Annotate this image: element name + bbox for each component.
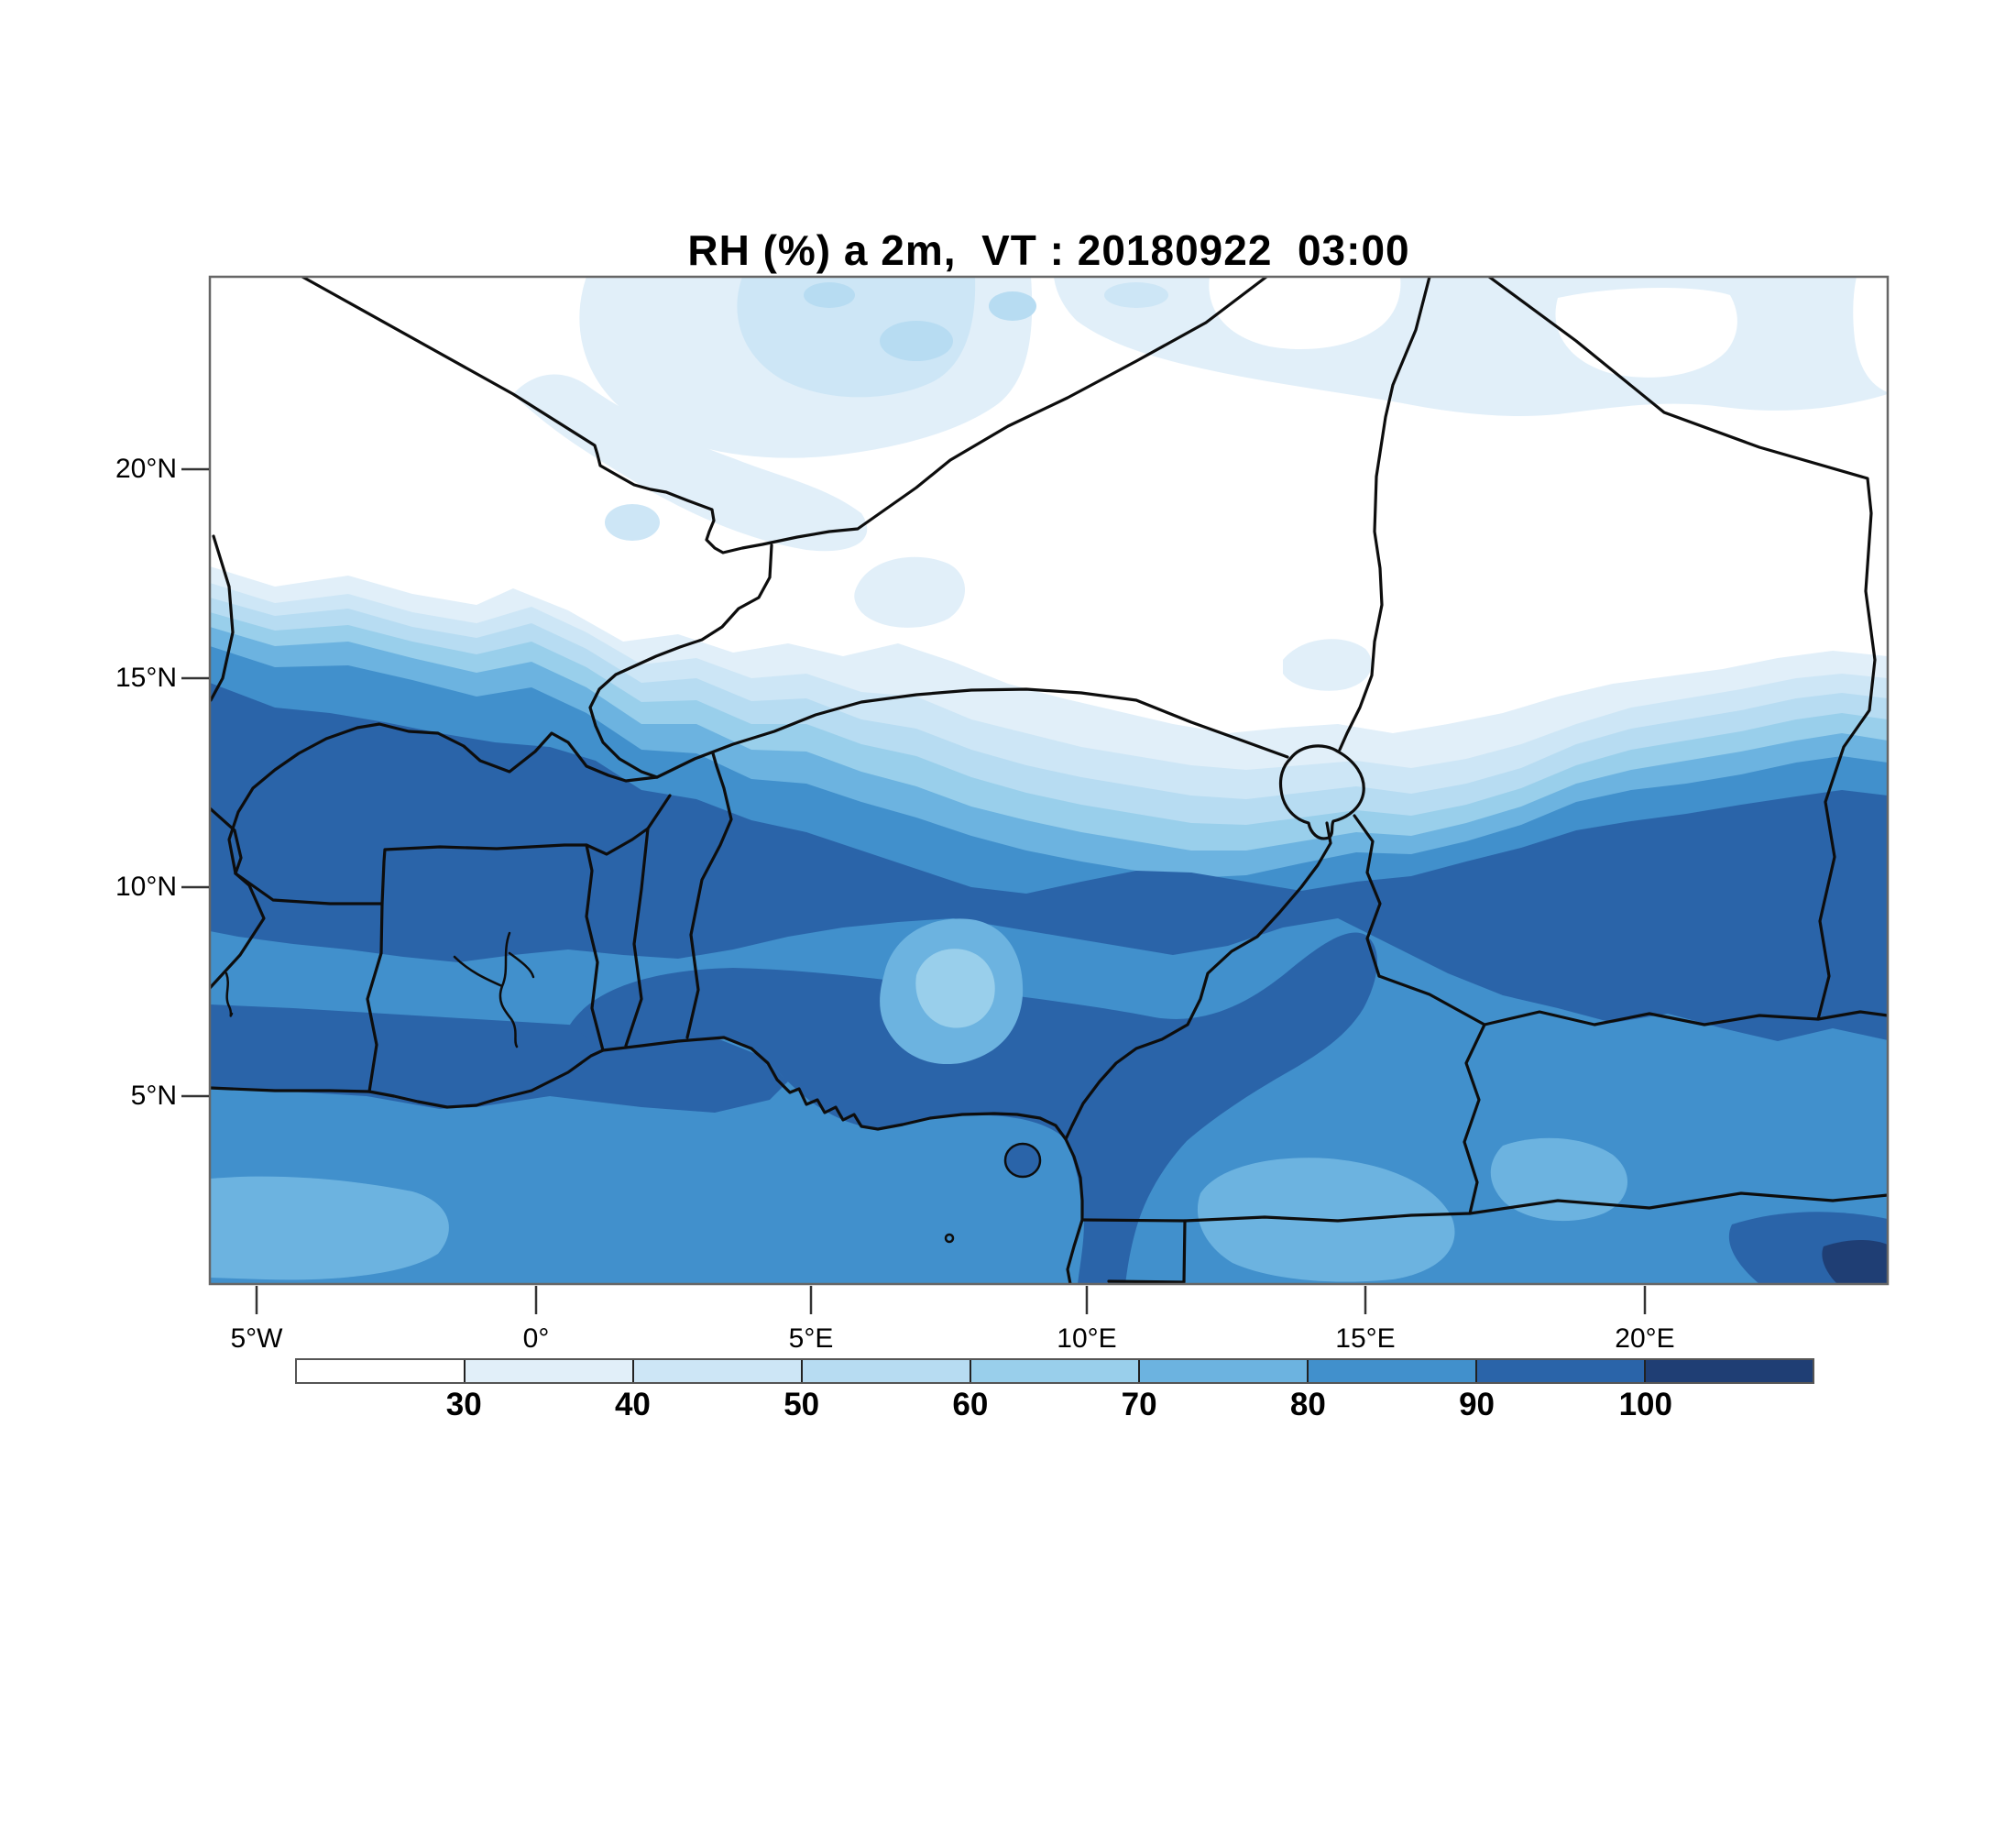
border-mauritania-mali xyxy=(210,534,235,702)
lake-volta xyxy=(453,931,535,1048)
contour-band-100-corner xyxy=(1822,1240,1888,1284)
border-chad-car xyxy=(1377,974,1888,1026)
border-nigeria-cameroon xyxy=(1064,821,1332,1141)
white-hole-2 xyxy=(1555,288,1737,378)
border-benin-nigeria xyxy=(685,752,733,1039)
colorbar-tick-label: 60 xyxy=(952,1387,989,1422)
border-south-horizontal xyxy=(1183,1191,1888,1223)
colorbar xyxy=(295,1358,1814,1384)
colorbar-tick-label: 70 xyxy=(1121,1387,1157,1422)
north-pale-patches xyxy=(513,277,1888,691)
colorbar-tick-label: 100 xyxy=(1618,1387,1672,1422)
lakes-islands xyxy=(225,931,1042,1244)
x-tick-label: 15°E xyxy=(1335,1323,1396,1354)
figure-title: RH (%) a 2m, VT : 20180922 03:00 xyxy=(687,226,1410,274)
x-tick-label: 0° xyxy=(522,1323,550,1354)
colorbar-segment xyxy=(1307,1360,1475,1382)
lake-kossou xyxy=(225,971,234,1017)
patch-30-chad xyxy=(1283,639,1372,691)
border-burkina-west-north xyxy=(227,722,659,875)
border-niger-nigeria xyxy=(655,687,1289,779)
colorbar-segment xyxy=(632,1360,801,1382)
x-tick-label: 10°E xyxy=(1057,1323,1117,1354)
border-cameroon-car-south xyxy=(1463,1023,1486,1215)
patch-40-top-right xyxy=(1104,282,1168,308)
white-hole-1 xyxy=(1209,277,1401,350)
x-axis-ticks xyxy=(255,1286,1647,1314)
x-tick-label: 5°W xyxy=(230,1323,283,1354)
border-ghana-cote-divoire xyxy=(366,902,384,1093)
bioko-island xyxy=(1003,1142,1042,1179)
y-tick-label: 20°N xyxy=(115,454,177,484)
colorbar-segment xyxy=(1644,1360,1813,1382)
colorbar-tick-label: 80 xyxy=(1289,1387,1326,1422)
border-chad-cameroon xyxy=(1353,814,1382,978)
colorbar-tick-label: 50 xyxy=(783,1387,820,1422)
colorbar-tick-label: 30 xyxy=(445,1387,482,1422)
colorbar-segment xyxy=(801,1360,970,1382)
colorbar-tick-label: 90 xyxy=(1459,1387,1496,1422)
country-borders xyxy=(210,277,1888,1284)
y-axis-ticks xyxy=(181,467,209,1098)
border-algeria-mali-niger xyxy=(301,277,1268,554)
colorbar-segment xyxy=(1475,1360,1644,1382)
colorbar-segment xyxy=(464,1360,632,1382)
y-tick-label: 5°N xyxy=(130,1081,177,1111)
y-tick-label: 10°N xyxy=(115,872,177,902)
border-guinea-mali xyxy=(210,807,243,875)
colorbar-segment xyxy=(970,1360,1138,1382)
lake-chad-outline xyxy=(1278,744,1365,840)
patch-30-niger xyxy=(854,556,966,628)
colorbar-segment xyxy=(297,1360,464,1382)
patch-50-dot-2 xyxy=(880,321,953,361)
map-field xyxy=(210,277,1888,1284)
coastline-gulf-of-guinea xyxy=(210,1036,1084,1284)
patch-60-cameroon xyxy=(915,949,995,1028)
x-tick-label: 5°E xyxy=(788,1323,834,1354)
map-frame xyxy=(208,275,1890,1286)
x-tick-label: 20°E xyxy=(1615,1323,1675,1354)
patch-40-top-center xyxy=(737,277,976,398)
colorbar-segment xyxy=(1138,1360,1307,1382)
border-equatorial-guinea xyxy=(1080,1218,1187,1284)
patch-50-dot-1 xyxy=(804,282,855,308)
border-niger-chad xyxy=(1338,277,1431,752)
patch-40-border-dot xyxy=(605,504,660,541)
contour-band-90-main xyxy=(210,683,1888,1041)
border-mali-niger xyxy=(588,543,773,779)
principe-island xyxy=(944,1233,955,1244)
y-tick-label: 15°N xyxy=(115,663,177,693)
border-burkina-south xyxy=(234,794,672,906)
border-ghana-togo xyxy=(585,843,605,1052)
patch-70-ocean-west xyxy=(210,1176,449,1280)
contour-band-90-south xyxy=(570,932,1377,1284)
border-libya-chad-sudan xyxy=(1487,277,1877,1021)
border-togo-benin xyxy=(624,827,650,1048)
colorbar-tick-label: 40 xyxy=(614,1387,651,1422)
patch-30-border-strip xyxy=(513,374,868,552)
patch-70-southeast-2 xyxy=(1490,1137,1628,1222)
white-hole-3 xyxy=(1853,277,1888,392)
patch-50-dot-3 xyxy=(989,291,1036,321)
